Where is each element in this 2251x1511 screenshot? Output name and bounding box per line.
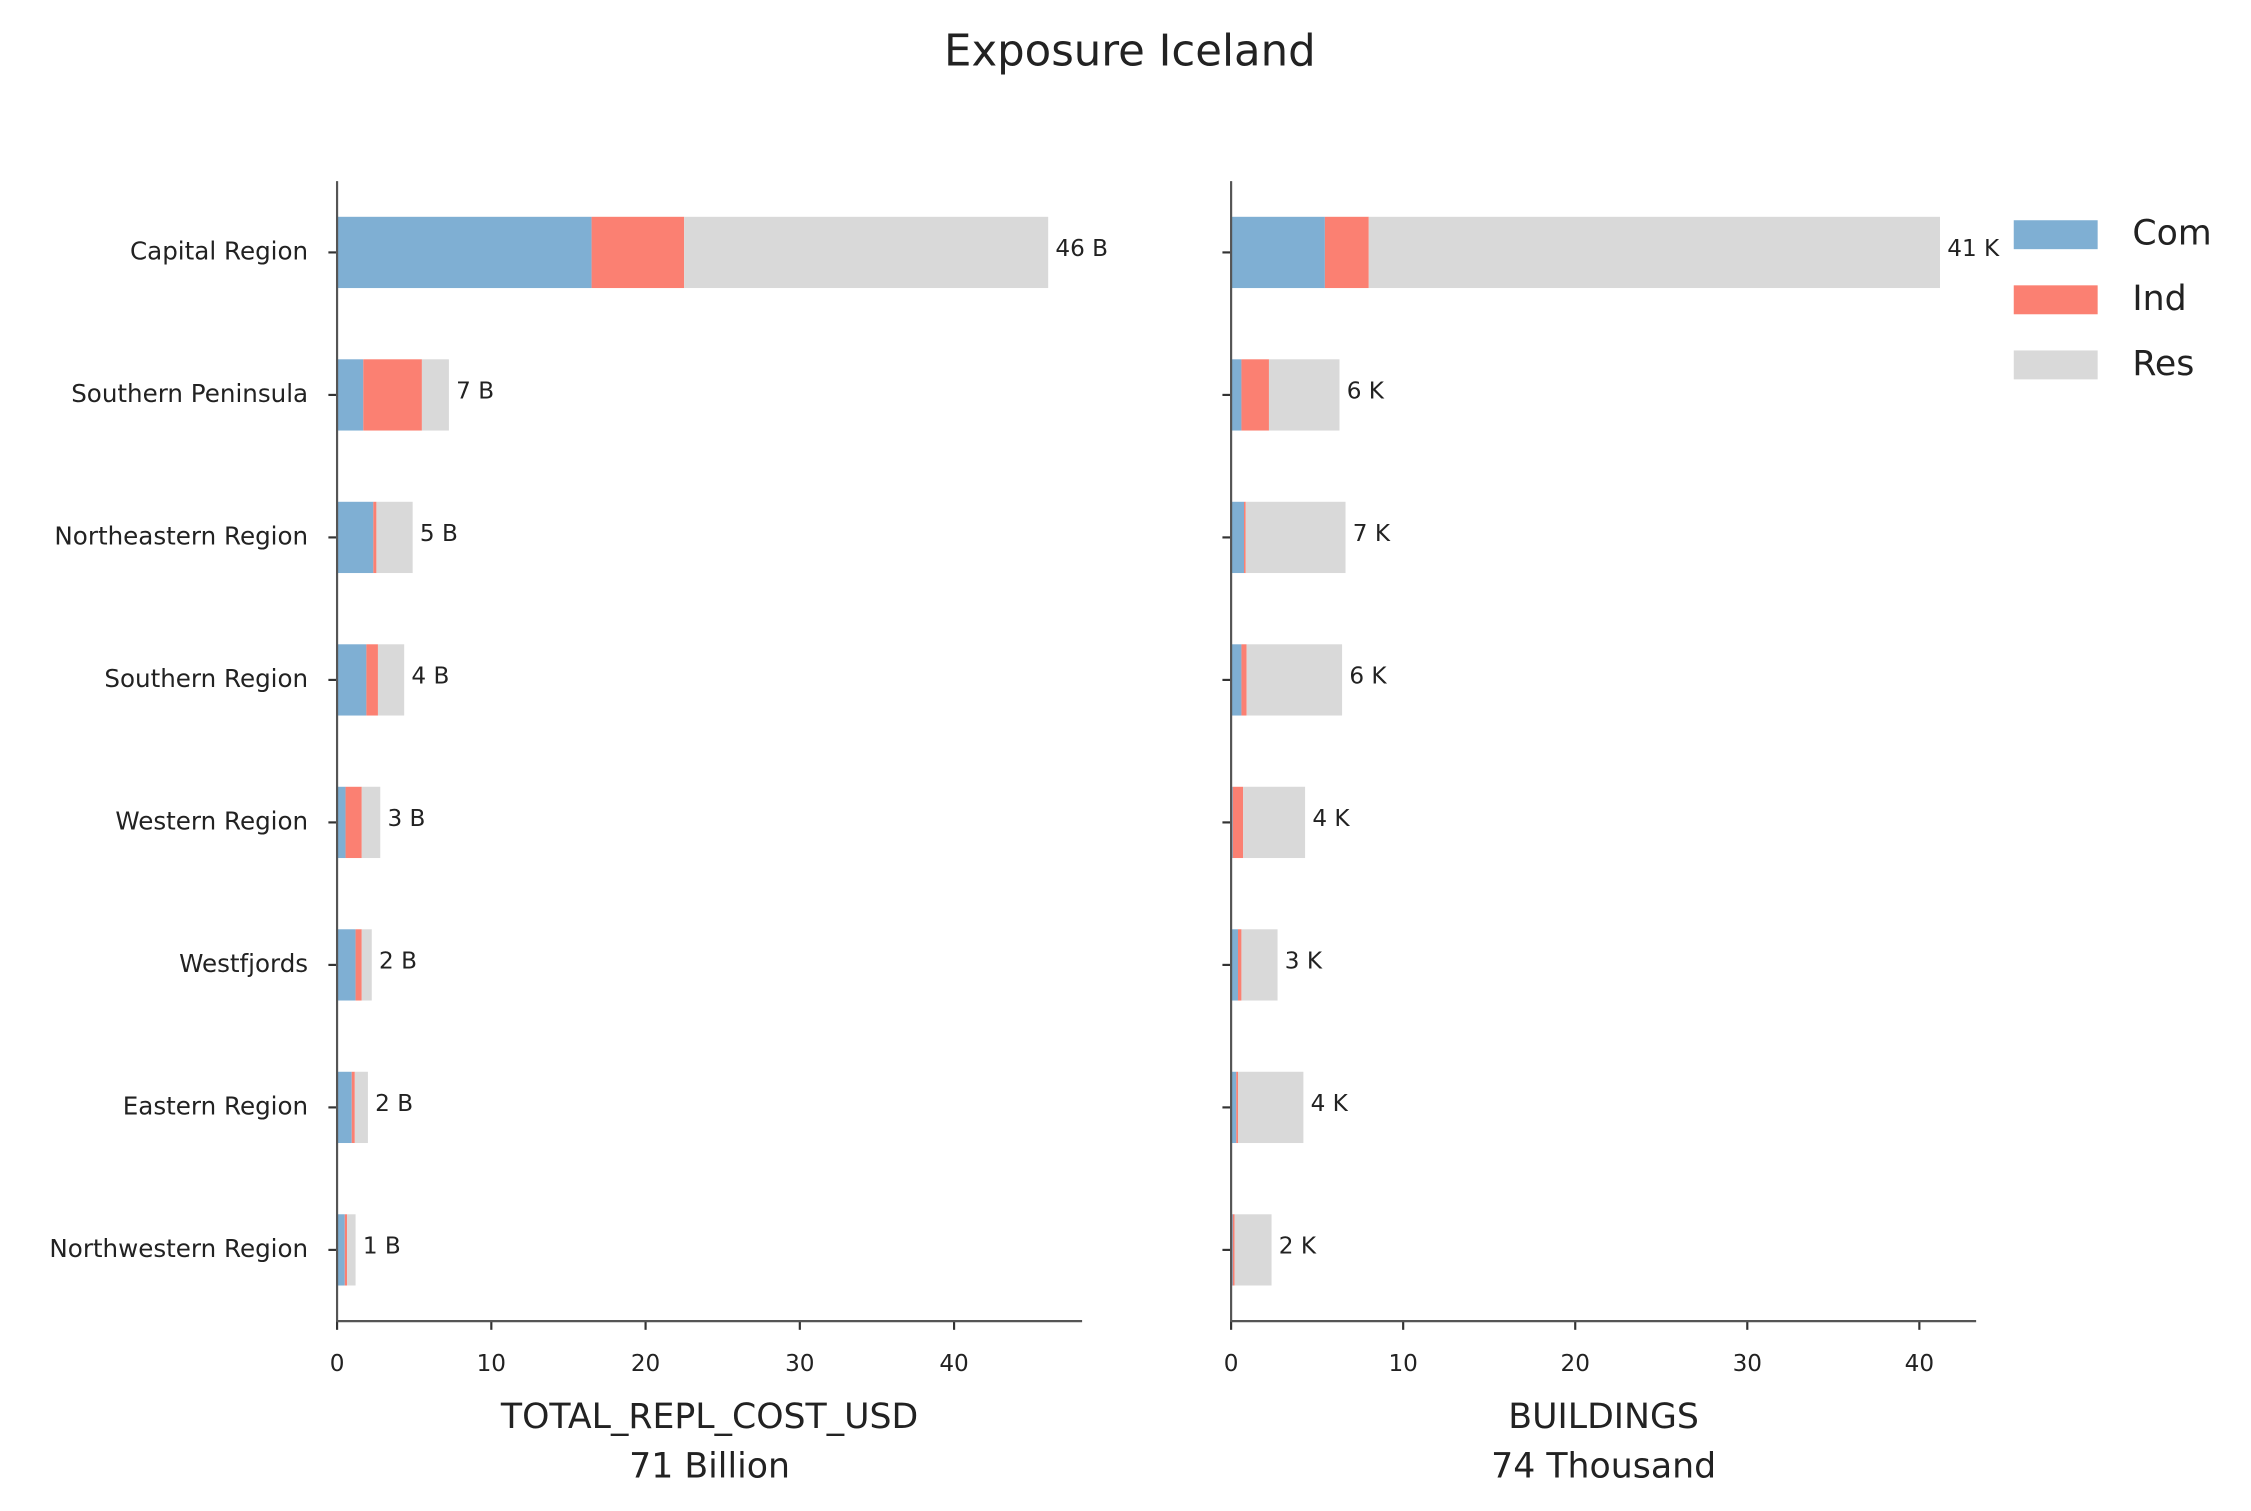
total-label: 41 K bbox=[1947, 236, 2000, 262]
bar-segment bbox=[337, 1071, 352, 1144]
bar-segment bbox=[1231, 501, 1245, 574]
x-axis-label: BUILDINGS bbox=[1508, 1397, 1699, 1437]
y-tick-label: Southern Region bbox=[104, 664, 308, 693]
total-label: 3 B bbox=[387, 806, 425, 832]
x-tick-label: 20 bbox=[631, 1351, 660, 1377]
y-tick-label: Western Region bbox=[115, 806, 308, 835]
bar-segment bbox=[376, 501, 413, 574]
bar-segment bbox=[1236, 1071, 1238, 1144]
bar-segment bbox=[1231, 929, 1238, 1001]
bar-segment bbox=[337, 501, 374, 574]
bar-segment bbox=[1241, 359, 1269, 431]
legend-swatch bbox=[2013, 285, 2098, 315]
bar-segment bbox=[1237, 1071, 1304, 1144]
bar-segment bbox=[355, 929, 362, 1001]
bar-segment bbox=[1234, 1214, 1272, 1286]
bar-segment bbox=[1231, 216, 1325, 289]
total-label: 6 K bbox=[1349, 664, 1387, 690]
x-axis-note: 71 Billion bbox=[629, 1446, 790, 1486]
x-tick-label: 10 bbox=[1388, 1351, 1417, 1377]
y-tick-label: Capital Region bbox=[130, 236, 308, 265]
x-tick-label: 0 bbox=[330, 1351, 345, 1377]
x-tick-label: 40 bbox=[1905, 1351, 1934, 1377]
y-tick-label: Northwestern Region bbox=[49, 1234, 308, 1263]
legend-swatch bbox=[2013, 350, 2098, 380]
bar-segment bbox=[1245, 501, 1346, 574]
total-label: 1 B bbox=[363, 1234, 401, 1260]
bar-segment bbox=[345, 786, 362, 859]
total-label: 7 K bbox=[1353, 521, 1391, 547]
bar-segment bbox=[377, 644, 405, 716]
x-tick-label: 20 bbox=[1561, 1351, 1590, 1377]
legend-label: Res bbox=[2132, 344, 2194, 384]
bar-segment bbox=[347, 1214, 356, 1286]
bar-segment bbox=[337, 359, 364, 431]
total-label: 5 B bbox=[420, 521, 458, 547]
bar-segment bbox=[354, 1071, 368, 1144]
y-tick-label: Northeastern Region bbox=[54, 521, 308, 550]
x-tick-label: 30 bbox=[785, 1351, 814, 1377]
total-label: 4 K bbox=[1312, 806, 1350, 832]
bar-segment bbox=[1231, 359, 1242, 431]
legend-swatch bbox=[2013, 220, 2098, 250]
total-label: 3 K bbox=[1285, 949, 1323, 975]
bar-segment bbox=[1244, 501, 1246, 574]
x-tick-label: 30 bbox=[1733, 1351, 1762, 1377]
bar-segment bbox=[337, 216, 592, 289]
bar-segment bbox=[361, 786, 381, 859]
legend-label: Com bbox=[2132, 214, 2211, 254]
total-label: 4 K bbox=[1311, 1091, 1349, 1117]
bar-segment bbox=[1368, 216, 1941, 289]
bar-segment bbox=[1246, 644, 1343, 716]
bar-segment bbox=[344, 1214, 348, 1286]
bar-segment bbox=[1241, 644, 1247, 716]
bar-segment bbox=[1268, 359, 1340, 431]
figure-title: Exposure Iceland bbox=[944, 26, 1316, 76]
bar-segment bbox=[373, 501, 377, 574]
bar-segment bbox=[363, 359, 422, 431]
y-tick-label: Eastern Region bbox=[123, 1091, 308, 1120]
legend-label: Ind bbox=[2132, 279, 2186, 319]
bar-segment bbox=[1232, 1214, 1235, 1286]
bar-segment bbox=[1237, 929, 1242, 1001]
bar-segment bbox=[591, 216, 685, 289]
bar-segment bbox=[361, 929, 372, 1001]
y-tick-label: Southern Peninsula bbox=[71, 379, 308, 408]
bar-segment bbox=[366, 644, 378, 716]
bar-segment bbox=[337, 1214, 345, 1286]
bar-segment bbox=[1231, 644, 1242, 716]
bar-segment bbox=[1241, 929, 1278, 1001]
total-label: 2 B bbox=[379, 949, 417, 975]
bar-segment bbox=[337, 644, 367, 716]
bar-segment bbox=[337, 786, 346, 859]
total-label: 4 B bbox=[411, 664, 449, 690]
bar-segment bbox=[1232, 786, 1244, 859]
total-label: 6 K bbox=[1347, 379, 1385, 405]
total-label: 2 K bbox=[1279, 1234, 1317, 1260]
x-axis-label: TOTAL_REPL_COST_USD bbox=[500, 1397, 918, 1437]
bar-segment bbox=[337, 929, 356, 1001]
total-label: 2 B bbox=[375, 1091, 413, 1117]
bar-segment bbox=[1231, 1071, 1237, 1144]
bar-segment bbox=[1324, 216, 1369, 289]
bar-segment bbox=[351, 1071, 355, 1144]
x-tick-label: 10 bbox=[477, 1351, 506, 1377]
bar-segment bbox=[684, 216, 1049, 289]
y-tick-label: Westfjords bbox=[179, 949, 308, 978]
x-tick-label: 0 bbox=[1224, 1351, 1239, 1377]
total-label: 7 B bbox=[456, 379, 494, 405]
total-label: 46 B bbox=[1055, 236, 1108, 262]
x-tick-label: 40 bbox=[939, 1351, 968, 1377]
bar-segment bbox=[1243, 786, 1306, 859]
x-axis-note: 74 Thousand bbox=[1491, 1446, 1716, 1486]
bar-segment bbox=[421, 359, 449, 431]
